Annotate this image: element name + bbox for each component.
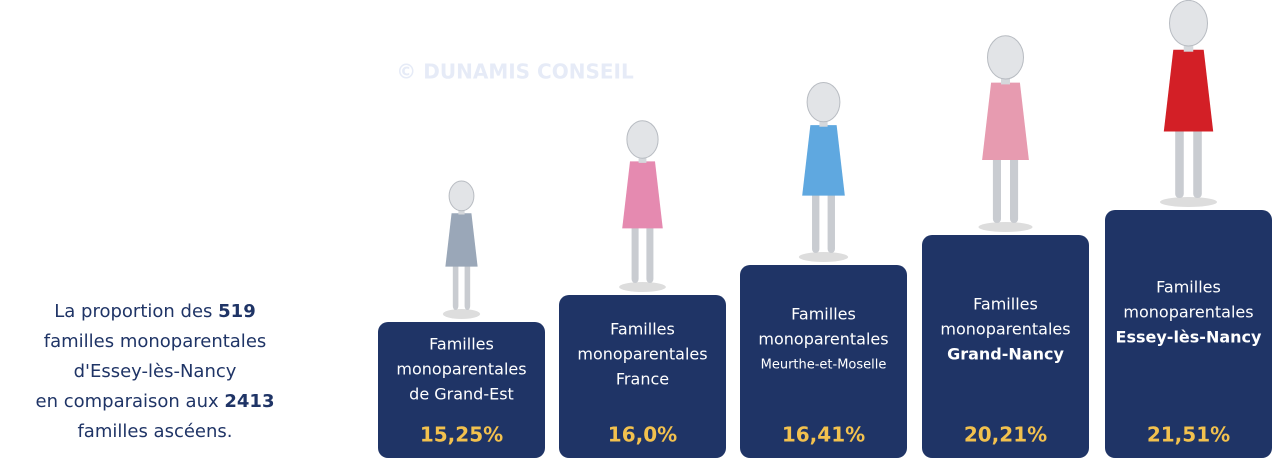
figure-leg [1175, 118, 1184, 198]
card [922, 235, 1089, 458]
card [1105, 210, 1272, 458]
card [378, 322, 545, 458]
card-label: Familles [791, 305, 856, 324]
card-value: 21,51% [1147, 423, 1230, 447]
intro-text: familles monoparentales [44, 331, 267, 352]
intro-line: d'Essey-lès-Nancy [74, 361, 237, 382]
card-label: Familles [973, 295, 1038, 314]
figure-leg [452, 257, 459, 310]
card-value: 16,0% [608, 423, 677, 447]
card-value: 20,21% [964, 423, 1047, 447]
intro-line: La proportion des 519 [54, 301, 255, 322]
figure-head [806, 81, 841, 123]
intro-text: en comparaison aux [36, 391, 225, 412]
card-label: monoparentales [396, 360, 526, 379]
figure [978, 35, 1033, 232]
intro-number: 2413 [224, 391, 274, 412]
figure-leg [1193, 118, 1202, 198]
figure-dress [1163, 49, 1214, 132]
card-label: monoparentales [1123, 303, 1253, 322]
card-label: Familles [429, 335, 494, 354]
card [559, 295, 726, 458]
card-label: Meurthe-et-Moselle [761, 358, 887, 373]
card-label: Essey-lès-Nancy [1116, 328, 1262, 347]
figure-head [626, 120, 659, 159]
figure-shadow [798, 252, 849, 262]
intro-text: La proportion des [54, 301, 218, 322]
figure-leg [646, 217, 654, 283]
card-label: monoparentales [577, 345, 707, 364]
card-label: de Grand-Est [409, 385, 514, 404]
card-label: Familles [1156, 278, 1221, 297]
figure-leg [827, 184, 835, 253]
figure-dress [445, 213, 478, 267]
card-value: 16,41% [782, 423, 865, 447]
card-label: Grand-Nancy [947, 345, 1064, 364]
figure-head [1169, 0, 1208, 47]
card [740, 265, 907, 458]
figure-dress [802, 125, 845, 196]
card-label: Familles [610, 320, 675, 339]
figure [442, 180, 481, 319]
intro-text: d'Essey-lès-Nancy [74, 361, 237, 382]
intro-line: en comparaison aux 2413 [36, 391, 275, 412]
intro-line: familles ascéens. [77, 421, 232, 442]
figure-shadow [442, 309, 481, 319]
card-value: 15,25% [420, 423, 503, 447]
card-label: monoparentales [940, 320, 1070, 339]
watermark: © DUNAMIS CONSEIL [396, 60, 634, 84]
figure [1160, 0, 1217, 207]
card-label: monoparentales [758, 330, 888, 349]
intro-number: 519 [218, 301, 256, 322]
figure-dress [622, 161, 663, 229]
figure-shadow [1160, 197, 1217, 207]
figure-leg [1010, 147, 1019, 223]
figure [798, 81, 849, 262]
figure-leg [631, 217, 639, 283]
intro-line: familles monoparentales [44, 331, 267, 352]
intro-text: familles ascéens. [77, 421, 232, 442]
figure-leg [992, 147, 1001, 223]
figure [619, 120, 666, 292]
card-label: France [616, 370, 669, 389]
figure-leg [812, 184, 820, 253]
figure-shadow [978, 222, 1033, 232]
figure-dress [982, 82, 1029, 160]
figure-head [448, 180, 475, 212]
figure-shadow [619, 282, 666, 292]
figure-head [987, 35, 1024, 80]
figure-leg [464, 257, 471, 310]
